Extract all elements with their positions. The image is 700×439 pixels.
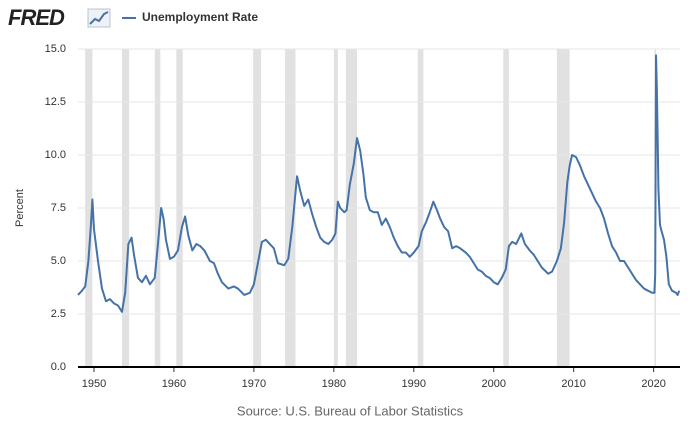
y-tick-label: 15.0 <box>45 43 66 55</box>
x-tick-label: 1990 <box>402 378 426 390</box>
y-tick-label: 10.0 <box>45 149 66 161</box>
y-axis-label: Percent <box>14 189 26 227</box>
y-tick-label: 12.5 <box>45 96 66 108</box>
line <box>77 54 681 313</box>
legend-label: Unemployment Rate <box>142 10 258 24</box>
y-tick-label: 0.0 <box>51 361 66 373</box>
x-tick-label: 1970 <box>242 378 266 390</box>
source: Source: U.S. Bureau of Labor Statistics <box>237 403 464 418</box>
x-tick-label: 1980 <box>322 378 346 390</box>
x-tick-label: 2010 <box>561 378 585 390</box>
y-tick-label: 7.5 <box>51 202 66 214</box>
x-tick-label: 2000 <box>481 378 505 390</box>
logo: FRED <box>8 5 65 30</box>
y-tick-label: 5.0 <box>51 255 66 267</box>
x-tick-label: 1950 <box>82 378 106 390</box>
x-tick-label: 2020 <box>641 378 665 390</box>
logo-icon <box>87 8 111 28</box>
y-tick-label: 2.5 <box>51 308 66 320</box>
x-tick-label: 1960 <box>162 378 186 390</box>
